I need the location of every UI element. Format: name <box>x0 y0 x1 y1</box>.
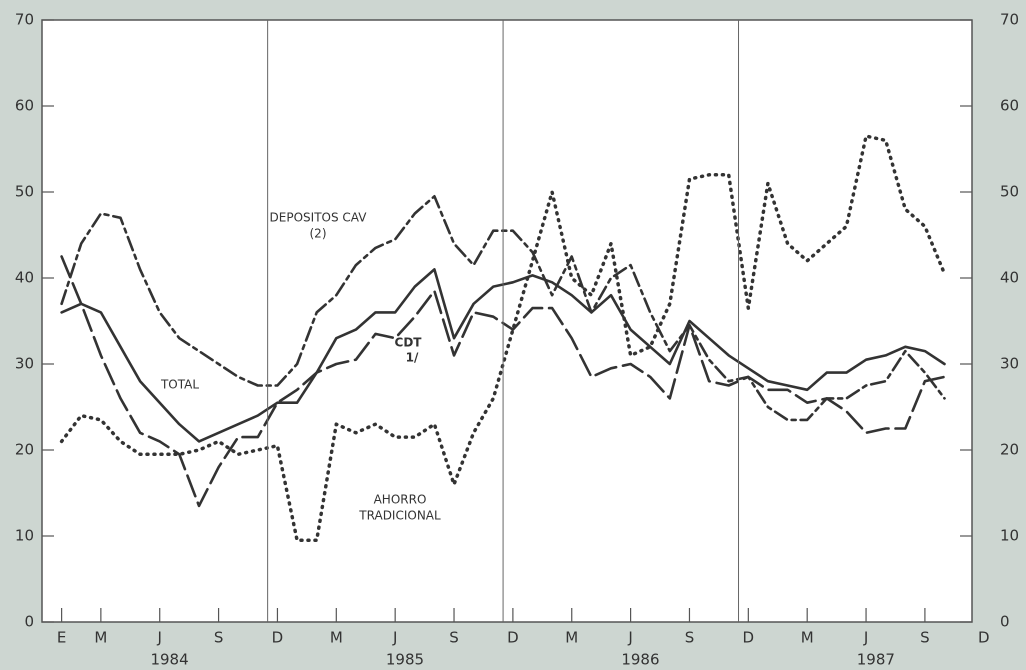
y-tick-label: 10 <box>15 527 34 545</box>
annotation: AHORRO <box>374 493 427 507</box>
x-tick-label: S <box>920 629 930 647</box>
annotation: 1/ <box>406 351 419 365</box>
x-tick-label: M <box>94 629 107 647</box>
y-tick-label: 40 <box>15 269 34 287</box>
y2-tick-label: 50 <box>1000 183 1019 201</box>
y2-tick-label: 0 <box>1000 613 1010 631</box>
year-label: 1987 <box>857 651 895 669</box>
x-tick-label: D <box>272 629 284 647</box>
x-tick-label: D <box>507 629 519 647</box>
x-tick-label: J <box>627 629 632 647</box>
y-tick-label: 30 <box>15 355 34 373</box>
x-tick-label: M <box>330 629 343 647</box>
x-tick-label: J <box>157 629 162 647</box>
x-tick-label: E <box>57 629 66 647</box>
x-tick-label: M <box>565 629 578 647</box>
y2-tick-label: 60 <box>1000 97 1019 115</box>
annotation: CDT <box>395 336 423 350</box>
y-tick-label: 60 <box>15 97 34 115</box>
annotation: (2) <box>310 227 327 241</box>
y2-tick-label: 70 <box>1000 11 1019 29</box>
y2-tick-label: 10 <box>1000 527 1019 545</box>
y2-tick-label: 30 <box>1000 355 1019 373</box>
x-tick-label: D <box>978 629 990 647</box>
x-tick-label: J <box>863 629 868 647</box>
x-tick-label: D <box>743 629 755 647</box>
y2-tick-label: 40 <box>1000 269 1019 287</box>
x-tick-label: S <box>685 629 695 647</box>
annotation: TRADICIONAL <box>358 509 441 523</box>
x-tick-label: J <box>392 629 397 647</box>
y-tick-label: 20 <box>15 441 34 459</box>
year-label: 1985 <box>386 651 424 669</box>
annotation: TOTAL <box>160 378 199 392</box>
year-label: 1986 <box>621 651 659 669</box>
x-tick-label: S <box>449 629 459 647</box>
x-tick-label: S <box>214 629 224 647</box>
annotation: DEPOSITOS CAV <box>270 211 368 225</box>
year-label: 1984 <box>150 651 188 669</box>
y-tick-label: 50 <box>15 183 34 201</box>
y-tick-label: 0 <box>24 613 34 631</box>
series-line <box>59 134 947 543</box>
y2-tick-label: 20 <box>1000 441 1019 459</box>
y-tick-label: 70 <box>15 11 34 29</box>
plot-area <box>41 19 973 623</box>
x-tick-label: M <box>801 629 814 647</box>
